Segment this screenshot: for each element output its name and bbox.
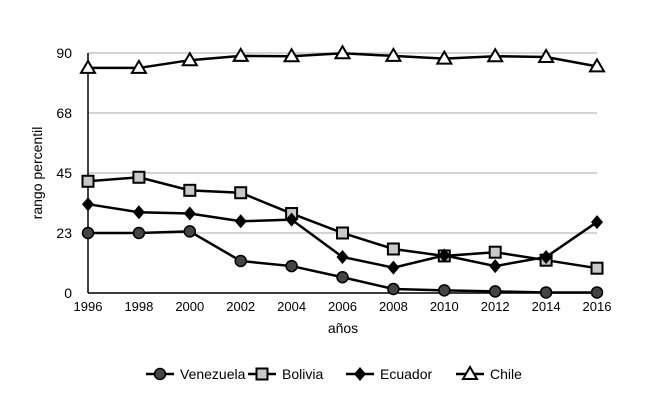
data-point-ecuador: [438, 248, 451, 263]
data-point-chile: [333, 44, 352, 60]
data-point-bolivia: [132, 170, 146, 184]
data-point-bolivia: [234, 186, 248, 200]
x-tick-label: 2000: [175, 299, 204, 314]
data-point-bolivia: [590, 261, 604, 275]
data-point-venezuela: [438, 284, 451, 297]
data-point-chile: [384, 46, 403, 62]
data-point-venezuela: [234, 254, 247, 268]
x-tick-label: 2006: [328, 299, 357, 314]
legend-label: Chile: [490, 366, 522, 382]
data-point-venezuela: [81, 226, 95, 240]
data-point-ecuador: [132, 205, 145, 220]
data-point-bolivia: [336, 226, 349, 240]
data-point-venezuela: [285, 259, 298, 273]
x-tick-label: 2004: [277, 299, 306, 314]
data-point-ecuador: [489, 259, 502, 274]
data-point-chile: [130, 58, 148, 74]
y-tick-label: 68: [56, 105, 72, 121]
data-point-chile: [537, 48, 555, 63]
data-point-venezuela: [183, 225, 197, 238]
data-point-venezuela: [488, 285, 502, 298]
data-point-bolivia: [386, 242, 400, 256]
y-tick-label: 90: [56, 45, 72, 61]
legend-label: Bolivia: [282, 366, 323, 382]
data-point-ecuador: [591, 215, 603, 230]
data-point-venezuela: [387, 282, 400, 296]
data-point-ecuador: [82, 197, 94, 212]
legend-marker-triangle: [461, 365, 479, 380]
data-point-venezuela: [132, 226, 146, 240]
legend-marker-square: [255, 367, 269, 381]
data-point-ecuador: [540, 250, 553, 264]
data-point-bolivia: [81, 174, 95, 188]
x-tick-label: 2010: [430, 299, 459, 314]
y-tick-label: 0: [64, 285, 72, 301]
legend-marker-circle: [153, 367, 167, 381]
x-axis-label: años: [328, 320, 358, 336]
x-tick-label: 2014: [532, 299, 561, 314]
y-axis-label: rango percentil: [29, 127, 45, 220]
data-point-chile: [435, 49, 454, 65]
legend-marker-diamond: [354, 367, 366, 381]
data-point-venezuela: [336, 271, 349, 284]
data-point-bolivia: [183, 183, 197, 197]
data-point-venezuela: [539, 286, 553, 299]
data-point-chile: [588, 57, 606, 73]
legend-label: Ecuador: [380, 366, 432, 382]
data-point-bolivia: [488, 245, 502, 259]
x-tick-label: 2008: [379, 299, 408, 314]
data-point-ecuador: [183, 206, 196, 221]
data-point-venezuela: [590, 286, 604, 299]
y-tick-label: 45: [56, 165, 72, 181]
data-point-chile: [231, 46, 250, 62]
data-point-ecuador: [285, 212, 298, 227]
x-tick-label: 2012: [481, 299, 510, 314]
x-tick-label: 2002: [226, 299, 255, 314]
data-point-ecuador: [336, 250, 349, 264]
data-point-ecuador: [387, 260, 400, 275]
data-point-ecuador: [234, 214, 247, 229]
data-point-chile: [282, 47, 301, 63]
data-point-chile: [79, 58, 97, 74]
data-point-chile: [486, 47, 504, 63]
legend-label: Venezuela: [180, 366, 246, 382]
data-point-chile: [181, 51, 199, 67]
x-tick-label: 1996: [74, 299, 103, 314]
x-tick-label: 2016: [583, 299, 612, 314]
x-tick-label: 1998: [124, 299, 153, 314]
y-tick-label: 23: [56, 225, 72, 241]
